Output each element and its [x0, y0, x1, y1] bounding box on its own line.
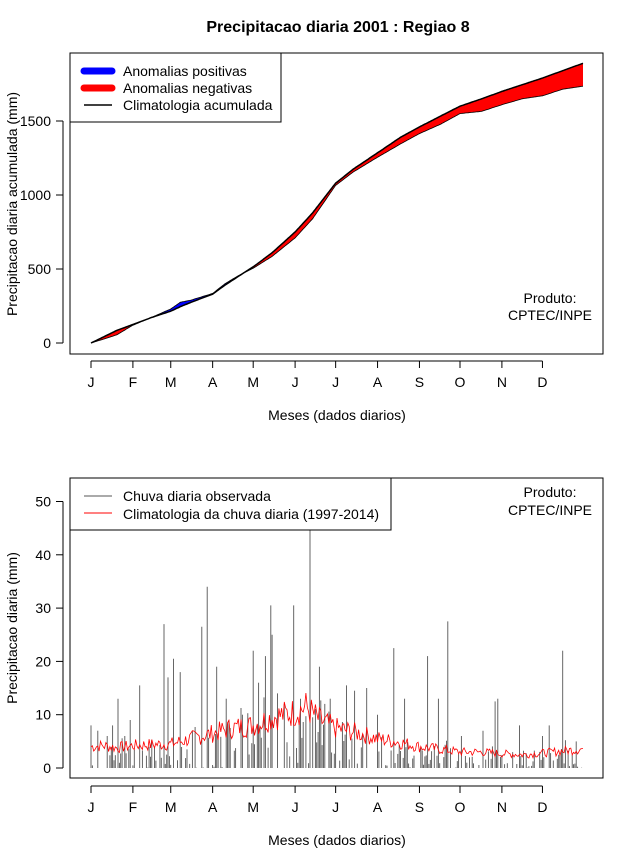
x-tick-label: A	[373, 374, 383, 390]
y-tick-label: 50	[35, 494, 51, 510]
x-tick-label: A	[208, 799, 218, 815]
x-tick-label: N	[497, 374, 507, 390]
x-tick-label: O	[455, 799, 466, 815]
y-tick-label: 10	[35, 707, 51, 723]
x-tick-label: S	[415, 799, 424, 815]
x-tick-label: M	[165, 799, 177, 815]
x-tick-label: J	[292, 374, 299, 390]
y-tick-label: 30	[35, 600, 51, 616]
figure-title: Precipitacao diaria 2001 : Regiao 8	[206, 19, 469, 36]
positive-anomaly-area	[150, 272, 244, 318]
negative-anomaly-area	[243, 63, 583, 273]
x-tick-label: O	[455, 374, 466, 390]
y-tick-label: 1000	[20, 187, 51, 203]
x-tick-label: S	[415, 374, 424, 390]
negative-anomaly-area	[92, 317, 151, 343]
legend-label-climatology-daily: Climatologia da chuva diaria (1997-2014)	[123, 506, 379, 522]
x-tick-label: J	[292, 799, 299, 815]
x-tick-label: J	[332, 799, 339, 815]
y-axis-label: Precipitacao diaria acumulada (mm)	[4, 92, 20, 316]
y-axis-label: Precipitacao diaria (mm)	[4, 552, 20, 704]
climatology-daily-line	[90, 692, 584, 759]
legend: Anomalias positivas Anomalias negativas …	[69, 52, 282, 123]
x-tick-label: J	[332, 374, 339, 390]
x-tick-label: M	[247, 374, 259, 390]
accumulated-lines	[90, 62, 584, 344]
chart-accumulated: J F M A M J J A S O N D 0 500 1000 1500 Meses (dados d…	[4, 52, 604, 423]
product-source: CPTEC/INPE	[508, 307, 592, 323]
legend-box	[69, 477, 392, 531]
chart-accumulated-plot-frame	[69, 52, 604, 355]
y-axis: 0 10 20 30 40 50	[35, 494, 64, 776]
product-label: Produto:	[524, 484, 577, 500]
legend-label-observed: Chuva diaria observada	[123, 488, 271, 504]
legend: Chuva diaria observada Climatologia da c…	[69, 477, 392, 531]
x-tick-label: A	[208, 374, 218, 390]
x-tick-label: D	[537, 374, 547, 390]
x-axis-label: Meses (dados diarios)	[268, 407, 406, 423]
y-tick-label: 1500	[20, 113, 51, 129]
x-tick-label: F	[129, 374, 138, 390]
climatology-daily-line	[90, 692, 584, 759]
legend-label-positive: Anomalias positivas	[123, 63, 247, 79]
observed-accumulated-line	[90, 85, 584, 344]
legend-label-negative: Anomalias negativas	[123, 80, 252, 96]
legend-label-climatology: Climatologia acumulada	[123, 97, 273, 113]
x-tick-label: J	[88, 799, 95, 815]
y-tick-label: 20	[35, 653, 51, 669]
y-axis: 0 500 1000 1500	[20, 113, 64, 351]
y-tick-label: 500	[28, 261, 52, 277]
x-axis-label: Meses (dados diarios)	[268, 832, 406, 848]
climatology-accumulated-line	[90, 62, 584, 344]
x-tick-label: M	[165, 374, 177, 390]
product-label: Produto:	[524, 290, 577, 306]
x-tick-label: M	[247, 799, 259, 815]
x-tick-label: D	[537, 799, 547, 815]
x-tick-label: F	[129, 799, 138, 815]
y-tick-label: 0	[43, 760, 51, 776]
x-tick-label: N	[497, 799, 507, 815]
y-tick-label: 0	[43, 335, 51, 351]
product-source: CPTEC/INPE	[508, 502, 592, 518]
y-tick-label: 40	[35, 547, 51, 563]
x-tick-label: A	[373, 799, 383, 815]
chart-daily: J F M A M J J A S O N D 0 10 20 30 40 50 Meses (dados di…	[4, 477, 604, 848]
x-tick-label: J	[88, 374, 95, 390]
